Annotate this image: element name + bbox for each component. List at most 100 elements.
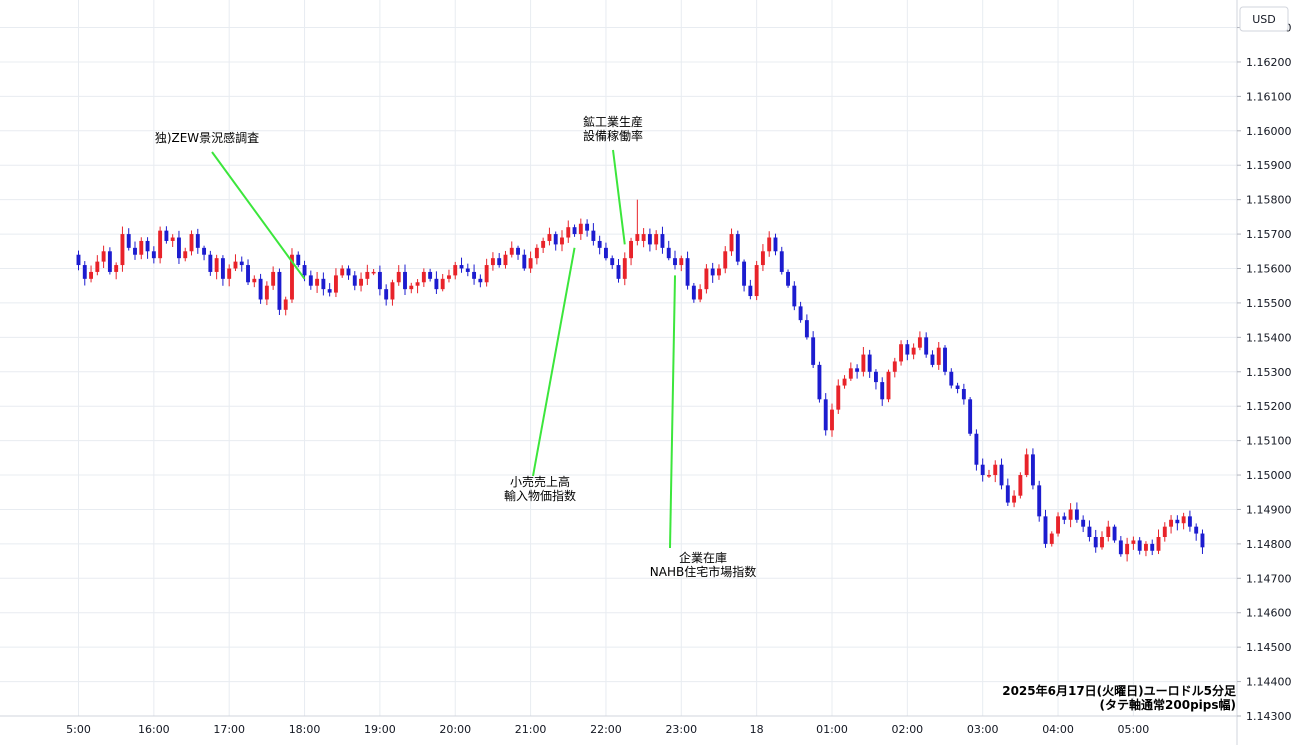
candle [867, 349, 872, 378]
candle [76, 250, 81, 271]
candle [114, 262, 119, 280]
candle [371, 268, 376, 276]
candle [139, 237, 144, 260]
candle [1062, 512, 1067, 525]
candle [459, 257, 464, 273]
candle [911, 343, 916, 360]
candle [1112, 524, 1117, 543]
candle [1150, 539, 1155, 556]
candle [384, 284, 389, 306]
candle [855, 364, 860, 379]
candle [1093, 529, 1098, 553]
candle [830, 403, 834, 437]
candle [296, 251, 301, 268]
time-axis[interactable]: 5:00 16:00 17:00 18:00 19:00 20:00 21:00 22:00 2… [66, 723, 1149, 736]
candle [798, 301, 803, 323]
x-tick-label: 19:00 [364, 723, 396, 736]
candle [1181, 512, 1186, 530]
annotations-layer: 独)ZEW景況感調査小売売上高輸入物価指数鉱工業生産設備稼働率企業在庫NAHB住… [155, 114, 756, 579]
candle [591, 223, 596, 246]
candle [465, 263, 470, 277]
candle [917, 331, 922, 351]
x-tick-label: 03:00 [967, 723, 999, 736]
y-tick-label: 1.15200 [1246, 400, 1292, 413]
candle [817, 361, 822, 403]
candle [214, 254, 219, 280]
candle [528, 251, 533, 273]
currency-label: USD [1252, 13, 1276, 26]
candle [710, 262, 715, 283]
candle [428, 268, 433, 282]
candle [1056, 512, 1060, 537]
candle [271, 266, 276, 290]
candle [327, 283, 332, 297]
candle [82, 261, 87, 286]
grid-lines [0, 0, 1237, 717]
candle [811, 331, 816, 368]
annotation-line [211, 151, 306, 280]
candle [578, 218, 583, 240]
x-tick-label: 17:00 [213, 723, 245, 736]
candle [679, 255, 684, 272]
candle [277, 268, 282, 315]
candle [1043, 509, 1048, 548]
y-tick-label: 1.14800 [1246, 538, 1292, 551]
candle [1106, 520, 1111, 542]
candle [107, 247, 112, 275]
candle [158, 226, 163, 264]
candle [930, 350, 935, 368]
candle [333, 268, 338, 298]
candle [585, 219, 590, 237]
y-tick-label: 1.14600 [1246, 607, 1292, 620]
candle [403, 264, 407, 296]
candle [685, 251, 690, 290]
y-tick-label: 1.15600 [1246, 263, 1292, 276]
candle [754, 260, 759, 301]
candle [252, 275, 257, 288]
candle [892, 357, 897, 378]
annotation-line [532, 247, 576, 477]
x-tick-label: 23:00 [665, 723, 697, 736]
candle [660, 226, 665, 254]
candle [1175, 515, 1180, 531]
candle [742, 259, 747, 292]
candle [151, 246, 156, 264]
candle [936, 342, 941, 370]
candle [195, 228, 200, 254]
candle [641, 228, 646, 248]
y-tick-label: 1.15400 [1246, 331, 1292, 344]
x-tick-label: 16:00 [138, 723, 170, 736]
candle [760, 244, 765, 272]
candle [842, 375, 847, 389]
candle [1012, 490, 1017, 508]
candle [447, 269, 451, 283]
candle [767, 231, 772, 257]
candle [610, 255, 615, 270]
candle [1081, 515, 1086, 533]
candles-layer [76, 199, 1205, 562]
candle [315, 271, 320, 293]
candle [1131, 536, 1136, 550]
candle [101, 245, 106, 269]
currency-badge[interactable] [1239, 6, 1289, 32]
x-tick-label: 18 [750, 723, 764, 736]
annotation-label: 企業在庫 [679, 550, 727, 565]
candle [1068, 503, 1073, 528]
candle [365, 264, 370, 286]
y-tick-label: 1.14400 [1246, 676, 1292, 689]
candle [704, 264, 709, 294]
candle [848, 362, 853, 381]
x-tick-label: 01:00 [816, 723, 848, 736]
y-tick-label: 1.15100 [1246, 435, 1292, 448]
y-tick-label: 1.15500 [1246, 297, 1292, 310]
candle [792, 281, 797, 311]
price-axis[interactable]: 1.163001.162001.161001.160001.159001.158… [1237, 22, 1292, 723]
annotation-label: 設備稼働率 [583, 128, 643, 143]
y-tick-label: 1.14300 [1246, 710, 1292, 723]
candle [1100, 531, 1104, 550]
candle [126, 228, 131, 251]
candle [264, 281, 269, 306]
candle [177, 230, 181, 264]
